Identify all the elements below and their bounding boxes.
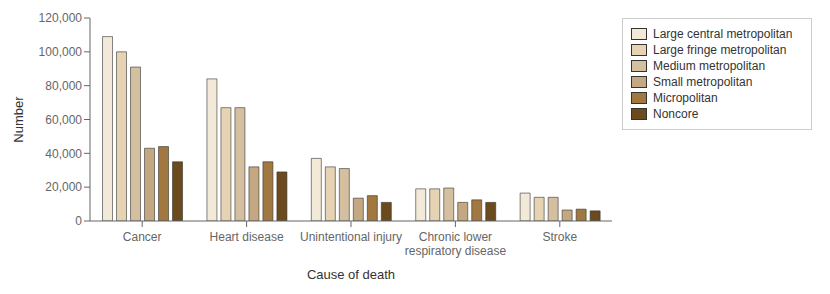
- svg-text:Stroke: Stroke: [542, 230, 577, 244]
- svg-text:20,000: 20,000: [45, 180, 82, 194]
- svg-text:Number: Number: [11, 96, 26, 143]
- html-text:Noncore: Noncore: [653, 107, 699, 121]
- html-text:Large fringe metropolitan: Large fringe metropolitan: [653, 43, 787, 57]
- svg-text:60,000: 60,000: [45, 113, 82, 127]
- html-text:Large central metropolitan: Large central metropolitan: [653, 27, 793, 41]
- html-text:Small metropolitan: Small metropolitan: [653, 75, 753, 89]
- svg-text:120,000: 120,000: [39, 11, 83, 25]
- svg-text:80,000: 80,000: [45, 79, 82, 93]
- svg-text:Unintentional injury: Unintentional injury: [300, 230, 402, 244]
- svg-text:Heart disease: Heart disease: [210, 230, 284, 244]
- svg-text:100,000: 100,000: [39, 45, 83, 59]
- svg-text:Chronic lowerrespiratory disea: Chronic lowerrespiratory disease: [405, 230, 507, 258]
- svg-text:Cancer: Cancer: [123, 230, 162, 244]
- svg-text:Cause of death: Cause of death: [307, 267, 395, 282]
- svg-text:40,000: 40,000: [45, 147, 82, 161]
- html-text:Medium metropolitan: Medium metropolitan: [653, 59, 766, 73]
- html-text:Micropolitan: Micropolitan: [653, 91, 718, 105]
- svg-text:0: 0: [75, 214, 82, 228]
